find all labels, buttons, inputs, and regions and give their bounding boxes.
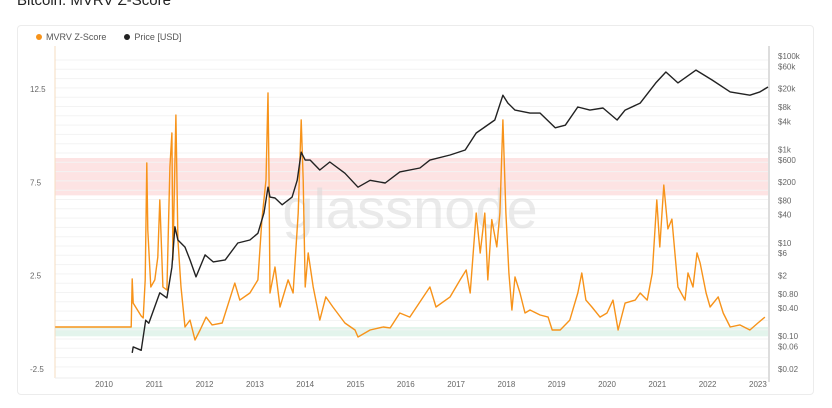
right-tick-label: $60k — [778, 62, 796, 71]
x-tick-label: 2010 — [95, 380, 113, 389]
legend-label: MVRV Z-Score — [46, 32, 107, 42]
right-tick-label: $40 — [778, 211, 792, 220]
legend-label: Price [USD] — [134, 32, 182, 42]
x-tick-label: 2021 — [648, 380, 666, 389]
left-tick-label: 7.5 — [30, 178, 42, 187]
x-tick-label: 2017 — [447, 380, 465, 389]
right-tick-label: $2 — [778, 271, 787, 280]
right-tick-label: $8k — [778, 103, 792, 112]
right-tick-label: $0.02 — [778, 365, 799, 374]
right-tick-label: $200 — [778, 178, 796, 187]
undervalued-band — [55, 326, 768, 337]
mvrv-z-score-line — [55, 92, 766, 341]
left-tick-label: 2.5 — [30, 272, 42, 281]
x-tick-label: 2018 — [498, 380, 516, 389]
watermark: glassnode — [282, 177, 537, 240]
left-tick-label: 12.5 — [30, 85, 46, 94]
x-tick-label: 2022 — [699, 380, 717, 389]
right-tick-label: $100k — [778, 52, 801, 61]
right-tick-label: $0.06 — [778, 343, 799, 352]
legend-item-mvrv[interactable]: MVRV Z-Score — [36, 32, 106, 42]
right-tick-label: $6 — [778, 249, 787, 258]
x-tick-label: 2015 — [347, 380, 365, 389]
right-tick-label: $0.80 — [778, 290, 799, 299]
right-tick-label: $600 — [778, 156, 796, 165]
right-tick-label: $10 — [778, 239, 792, 248]
right-tick-label: $4k — [778, 117, 792, 126]
price-dot-icon — [124, 34, 131, 40]
x-tick-label: 2016 — [397, 380, 415, 389]
right-tick-label: $80 — [778, 197, 792, 206]
page-title: Bitcoin: MVRV Z-Score — [17, 0, 171, 9]
right-tick-label: $1k — [778, 145, 792, 154]
mvrv-dot-icon — [36, 34, 42, 40]
price-line — [131, 69, 769, 354]
x-tick-label: 2020 — [598, 380, 616, 389]
legend: MVRV Z-Score Price [USD] — [36, 32, 181, 42]
x-tick-label: 2012 — [196, 380, 214, 389]
x-tick-label: 2011 — [146, 380, 164, 389]
x-tick-label: 2023 — [749, 380, 767, 389]
right-tick-label: $0.40 — [778, 304, 799, 313]
x-tick-label: 2014 — [296, 380, 314, 389]
x-tick-label: 2019 — [548, 380, 566, 389]
x-tick-label: 2013 — [246, 380, 264, 389]
left-tick-label: -2.5 — [30, 365, 44, 374]
legend-item-price[interactable]: Price [USD] — [124, 32, 181, 42]
right-tick-label: $0.10 — [778, 332, 799, 341]
right-tick-label: $20k — [778, 85, 796, 94]
